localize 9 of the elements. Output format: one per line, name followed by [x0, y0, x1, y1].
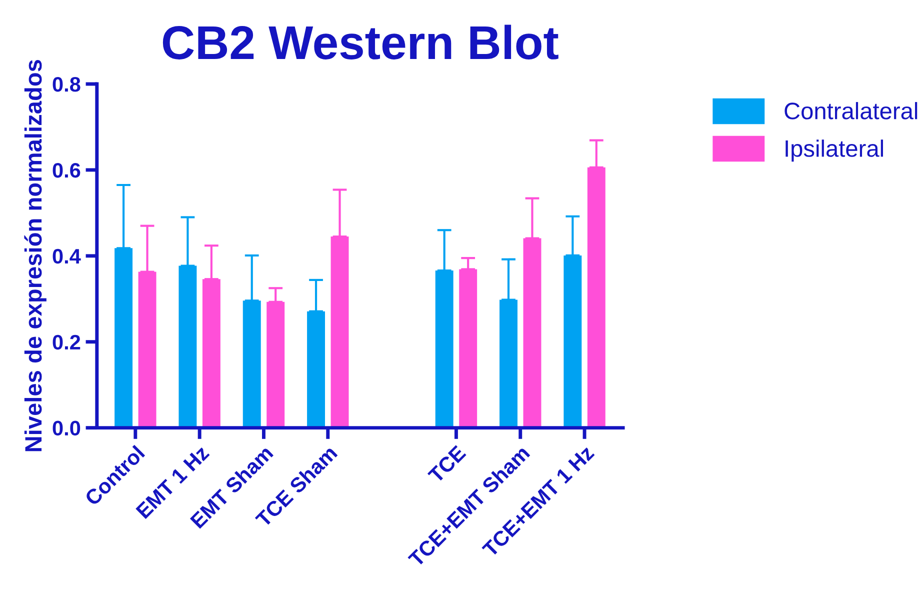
y-tick-label: 0.4: [52, 248, 81, 264]
y-axis-title: Niveles de expresión normalizados: [24, 60, 46, 452]
y-tick-label: 0.6: [52, 162, 80, 178]
legend-label: Ipsilateral: [786, 140, 883, 162]
y-tick-label: 0.0: [52, 420, 80, 436]
legend-label: Contralateral: [784, 102, 918, 120]
chart-title: CB2 Western Blot: [162, 24, 558, 60]
y-tick-label: 0.2: [52, 334, 80, 350]
y-tick-label: 0.8: [52, 77, 80, 92]
